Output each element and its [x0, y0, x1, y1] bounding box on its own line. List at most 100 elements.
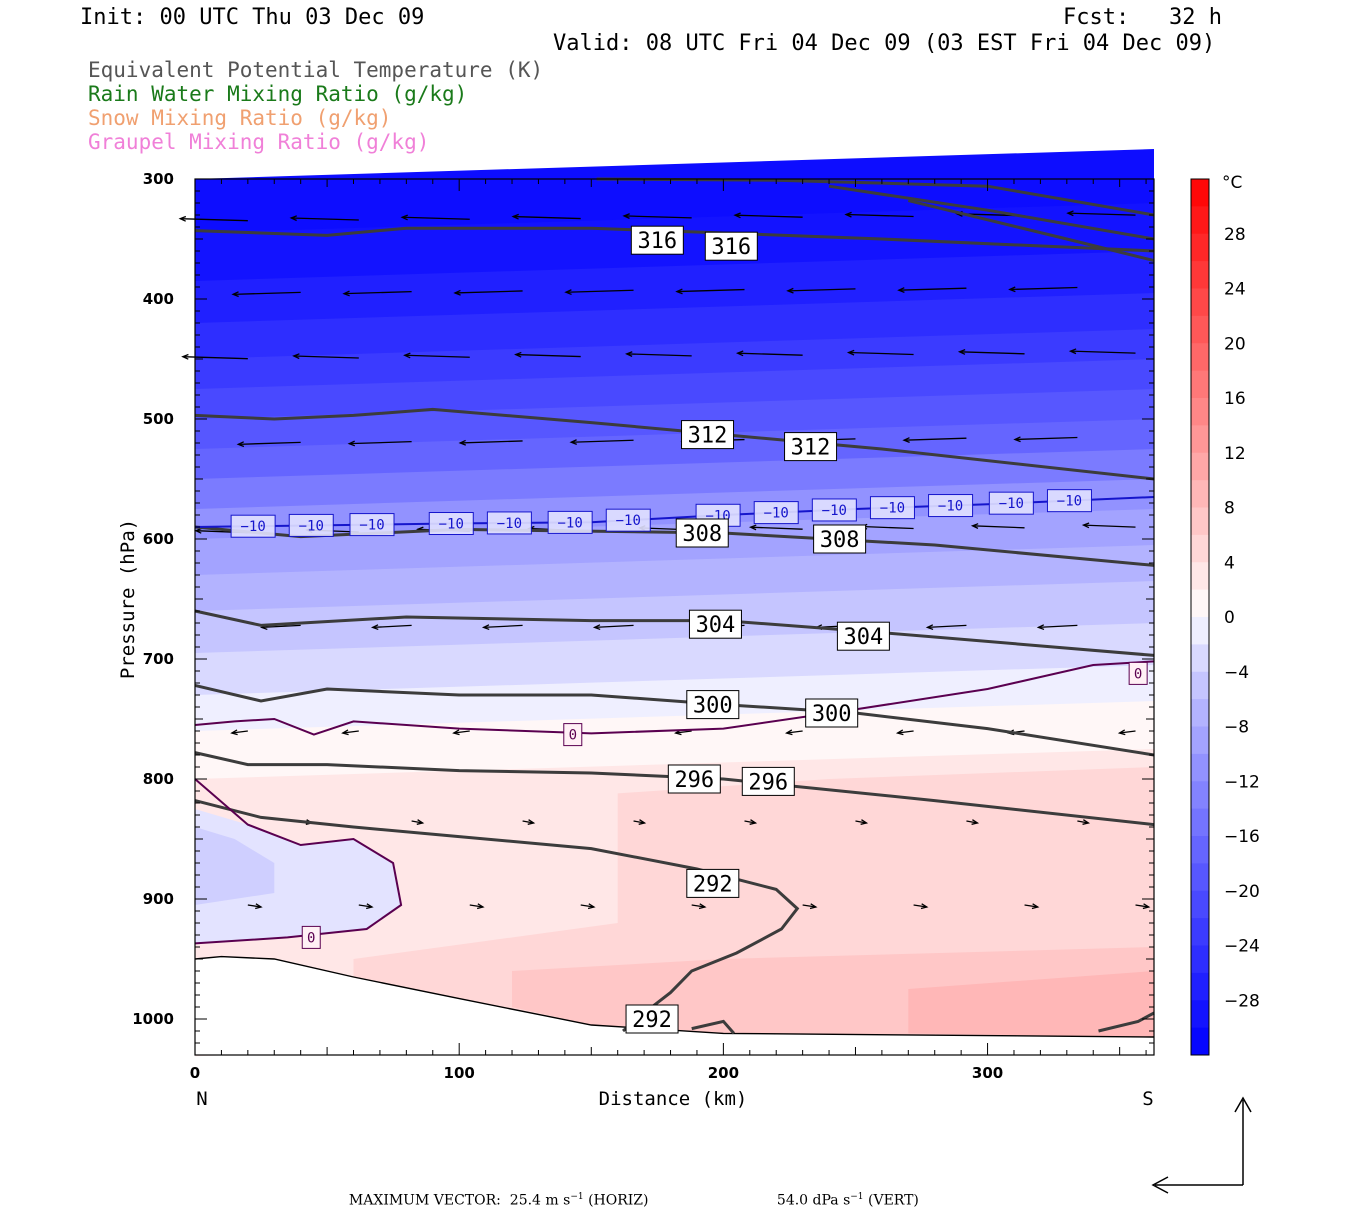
wind-vector-head	[846, 349, 855, 356]
temp-band	[195, 509, 1154, 577]
below-ground	[195, 956, 1154, 1055]
wind-vector	[1070, 350, 1136, 354]
y-tick-label: 1000	[132, 1010, 174, 1028]
temp-band	[195, 251, 1154, 325]
wind-vector	[483, 624, 523, 629]
isotherm-label-box	[753, 501, 799, 525]
isotherm-label-box	[869, 496, 915, 520]
wind-vector-head	[1066, 210, 1074, 217]
theta-e-label-box	[686, 690, 740, 720]
theta-e-label-box	[675, 518, 729, 548]
isotherm-label: −10	[999, 496, 1024, 512]
isotherm-label: −10	[299, 518, 324, 534]
y-tick-label: 900	[143, 890, 174, 908]
colorbar-bin	[1191, 671, 1209, 700]
zero-label-box	[1128, 661, 1148, 685]
colorbar-unit: °C	[1222, 173, 1242, 193]
colorbar-bin	[1191, 726, 1209, 755]
wind-vector	[927, 624, 967, 629]
wind-vector-head	[592, 624, 601, 631]
theta-e-label-box	[784, 432, 838, 462]
zero-label: 0	[569, 728, 577, 744]
theta-e-label: 300	[812, 702, 852, 727]
wind-vector	[959, 351, 1025, 355]
theta-e-label: 300	[693, 694, 733, 719]
colorbar-label: 0	[1224, 608, 1235, 628]
colorbar-bin	[1191, 589, 1209, 618]
colorbar-label: 12	[1224, 444, 1246, 464]
wind-vector-head	[481, 624, 490, 631]
isotherm-label-box	[230, 514, 276, 538]
wind-vector-head	[476, 903, 485, 910]
wind-vector-head	[370, 624, 379, 631]
isotherm-label: −10	[240, 519, 265, 535]
y-tick-label: 500	[143, 410, 174, 428]
field-graupel: Graupel Mixing Ratio (g/kg)	[88, 130, 430, 154]
wind-vector-head	[452, 729, 460, 736]
cold-pocket-core	[195, 827, 275, 905]
wind-vector-head	[625, 351, 633, 357]
reference-vector	[1151, 1096, 1252, 1194]
wind-vector-head	[786, 287, 794, 294]
isotherm-label-box	[988, 491, 1034, 515]
vert-tag: (VERT)	[868, 1192, 919, 1209]
wind-vector	[291, 217, 359, 221]
wind-vector-head	[860, 819, 869, 825]
colorbar-label: −28	[1224, 991, 1260, 1011]
wind-vector	[787, 288, 856, 292]
colorbar-bin	[1191, 781, 1209, 810]
theta-e-label-box	[667, 764, 721, 794]
wind-vector	[454, 290, 523, 294]
colorbar-label: 8	[1224, 499, 1235, 519]
wind-vector	[1024, 904, 1038, 908]
wind-vector	[402, 216, 470, 220]
colorbar-bin	[1191, 753, 1209, 782]
wind-vector-head	[971, 819, 980, 825]
wind-vector	[1135, 904, 1149, 908]
colorbar-bin	[1191, 699, 1209, 727]
y-axis-title: Pressure (hPa)	[117, 519, 139, 679]
colorbar-label: −8	[1224, 718, 1249, 738]
wind-vector-head	[511, 213, 519, 220]
colorbar-bin	[1191, 562, 1209, 591]
wind-vector	[786, 730, 803, 734]
wind-vector	[904, 437, 967, 441]
wind-vector	[1014, 436, 1078, 441]
theta-e-label: 316	[637, 229, 677, 254]
isotherm-zero-line	[194, 660, 1155, 736]
theta-e-label: 312	[688, 424, 728, 449]
wind-vector-head	[1081, 522, 1090, 529]
colorbar-label: 24	[1224, 280, 1246, 300]
wind-vector	[1083, 524, 1136, 528]
wind-vector-head	[400, 214, 408, 221]
wind-vector	[411, 820, 423, 824]
wind-vector-head	[1036, 624, 1045, 631]
wind-vector	[594, 624, 634, 629]
wind-vector	[626, 353, 692, 357]
theta-e-label: 304	[844, 625, 884, 650]
wind-vector-head	[957, 349, 966, 355]
wind-vector-head	[292, 353, 300, 360]
colorbar-label: −20	[1224, 882, 1260, 902]
temp-band	[195, 329, 1154, 391]
wind-vector-head	[453, 289, 461, 296]
colorbar-bin	[1191, 425, 1209, 454]
isotherm-label-box	[811, 498, 857, 522]
x-axis-title: Distance (km)	[599, 1088, 748, 1110]
temp-band	[195, 665, 1154, 733]
isotherm-label-box	[547, 510, 593, 534]
warm-region-core	[908, 971, 1154, 1037]
colorbar-bin	[1191, 206, 1209, 235]
theta-e-contour	[907, 199, 1155, 263]
wind-vector-head	[698, 903, 707, 910]
wind-vector-head	[897, 287, 905, 293]
colorbar-frame	[1190, 178, 1210, 1056]
wind-vector-head	[366, 903, 374, 910]
theta-e-label: 308	[682, 522, 722, 547]
wind-vector-head	[809, 903, 818, 910]
wind-vector	[735, 214, 803, 218]
theta-e-label: 304	[696, 613, 736, 638]
isotherm-label: −10	[938, 499, 963, 515]
wind-vector	[342, 730, 359, 734]
